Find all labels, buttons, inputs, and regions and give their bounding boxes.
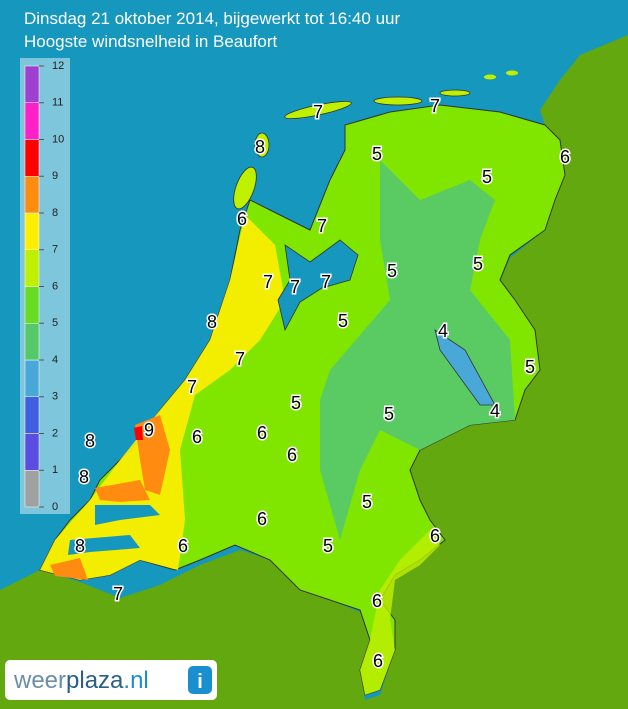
- map-value: 6: [257, 423, 267, 443]
- map-value: 7: [430, 96, 440, 116]
- island: [254, 132, 270, 158]
- logo-part: weer: [13, 667, 66, 694]
- zone-8-zeeland: [95, 480, 150, 502]
- logo-part: .nl: [123, 667, 148, 694]
- zone-4: [434, 329, 496, 406]
- map-value: 5: [372, 144, 382, 164]
- zone-6: [360, 530, 440, 695]
- legend-label: 9: [52, 170, 58, 182]
- map-value: 7: [113, 584, 123, 604]
- map-value: 9: [144, 420, 154, 440]
- legend-label: 0: [52, 501, 58, 513]
- map-value: 6: [237, 209, 247, 229]
- island: [439, 89, 471, 97]
- zone-9: [134, 426, 143, 440]
- island: [373, 96, 423, 106]
- map-value: 6: [287, 445, 297, 465]
- logo-text: weerplaza.nl: [13, 667, 149, 694]
- map-value: 6: [560, 147, 570, 167]
- map-value: 8: [75, 536, 85, 556]
- map-value: 5: [338, 311, 348, 331]
- map-value: 6: [192, 427, 202, 447]
- logo-part: plaza: [66, 667, 124, 694]
- island: [484, 74, 496, 80]
- map-value: 8: [207, 312, 217, 332]
- map-value: 5: [473, 254, 483, 274]
- map-value: 6: [372, 591, 382, 611]
- legend-label: 7: [52, 244, 58, 256]
- legend-swatch: [24, 396, 40, 434]
- map-value: 7: [187, 377, 197, 397]
- legend-label: 3: [52, 391, 58, 403]
- foreign-land: [0, 35, 628, 709]
- zone-8-south: [50, 558, 88, 580]
- logo: weerplaza.nl i: [5, 660, 217, 700]
- island: [233, 166, 257, 210]
- map-value: 6: [430, 526, 440, 546]
- zone-8-coast: [135, 415, 170, 495]
- island: [284, 101, 352, 119]
- map-value: 5: [362, 492, 372, 512]
- legend-swatch: [24, 433, 40, 471]
- island: [506, 70, 518, 76]
- legend-swatch: [24, 139, 40, 177]
- legend-swatch: [24, 249, 40, 287]
- map-value: 5: [384, 404, 394, 424]
- map-value: 7: [290, 277, 300, 297]
- estuary: [68, 535, 140, 555]
- legend-label: 8: [52, 207, 58, 219]
- logo-icon: [188, 666, 212, 694]
- legend-swatch: [24, 65, 40, 103]
- map-value: 6: [178, 536, 188, 556]
- legend-label: 5: [52, 317, 58, 329]
- legend-swatch: [24, 359, 40, 397]
- map-value: 7: [313, 102, 323, 122]
- map-value: 8: [79, 467, 89, 487]
- map-value: 5: [291, 393, 301, 413]
- lake: [277, 239, 359, 332]
- map-value: 4: [490, 401, 500, 421]
- legend-swatch: [24, 470, 40, 508]
- map-value: 5: [525, 357, 535, 377]
- legend-swatch: [24, 102, 40, 140]
- zone-5-center: [320, 160, 515, 540]
- legend-label: 2: [52, 427, 58, 439]
- legend-swatch: [24, 176, 40, 214]
- estuary: [95, 505, 160, 525]
- map-value: 6: [257, 509, 267, 529]
- legend-label: 11: [52, 97, 63, 109]
- legend-label: 1: [52, 464, 58, 476]
- map-value: 6: [373, 651, 383, 671]
- map-value: 8: [255, 137, 265, 157]
- map-value: 5: [387, 261, 397, 281]
- title: Dinsdag 21 oktober 2014, bijgewerkt tot …: [24, 9, 400, 28]
- map-value: 7: [263, 272, 273, 292]
- map-value: 7: [317, 216, 327, 236]
- legend-label: 4: [52, 354, 58, 366]
- map-value: 5: [482, 167, 492, 187]
- legend-label: 12: [52, 60, 64, 72]
- legend-label: 6: [52, 280, 58, 292]
- map-value: 4: [438, 321, 448, 341]
- legend-label: 10: [52, 133, 64, 145]
- map-value: 8: [85, 431, 95, 451]
- map-value: 7: [235, 349, 245, 369]
- legend-swatch: [24, 212, 40, 250]
- logo-icon-text: i: [197, 671, 203, 693]
- logo-bg: [5, 660, 217, 700]
- legend-swatch: [24, 323, 40, 361]
- legend-swatch: [24, 286, 40, 324]
- map-value: 5: [323, 536, 333, 556]
- map-value: 7: [321, 272, 331, 292]
- subtitle: Hoogste windsnelheid in Beaufort: [24, 32, 278, 51]
